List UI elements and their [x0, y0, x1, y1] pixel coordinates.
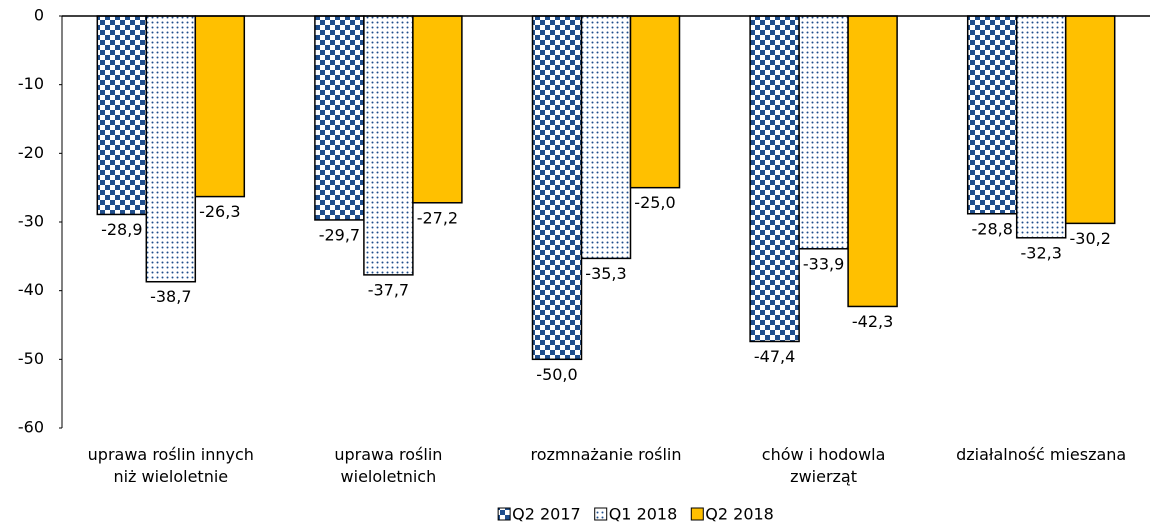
legend-swatch — [594, 507, 608, 521]
bar — [363, 15, 414, 276]
data-label: -37,7 — [368, 280, 409, 299]
legend-label: Q2 2017 — [512, 505, 581, 524]
x-tick-label: uprawa roślin wieloletnich — [334, 445, 443, 486]
bar — [194, 15, 246, 198]
y-tick-label: -30 — [18, 212, 44, 231]
data-label: -50,0 — [536, 365, 577, 384]
y-tick-label: -60 — [18, 418, 44, 437]
bar — [145, 15, 197, 283]
bar — [580, 15, 632, 260]
x-tick-label: działalność mieszana — [956, 445, 1127, 464]
data-label: -28,8 — [971, 219, 1012, 238]
x-tick-label: chów i hodowla zwierząt — [761, 445, 886, 486]
legend-swatch — [497, 507, 511, 521]
bar — [96, 15, 148, 216]
bar — [1064, 15, 1116, 225]
data-label: -42,3 — [852, 312, 893, 331]
data-label: -29,7 — [319, 225, 360, 244]
bar — [629, 15, 681, 189]
y-tick-label: 0 — [34, 6, 44, 25]
x-tick-label: rozmnażanie roślin — [530, 445, 682, 464]
y-tick-label: -20 — [18, 143, 44, 162]
legend-label: Q1 2018 — [609, 505, 678, 524]
data-label: -30,2 — [1069, 229, 1110, 248]
x-tick-label: uprawa roślin innych niż wieloletnie — [87, 445, 254, 486]
bar — [314, 15, 365, 221]
data-label: -27,2 — [417, 208, 458, 227]
bar — [966, 15, 1018, 215]
data-label: -28,9 — [101, 220, 142, 239]
data-label: -25,0 — [634, 193, 675, 212]
bar — [798, 15, 849, 250]
bar — [847, 15, 898, 308]
bar — [1015, 15, 1067, 239]
data-label: -35,3 — [585, 264, 626, 283]
y-tick-label: -10 — [18, 74, 44, 93]
legend-label: Q2 2018 — [705, 505, 774, 524]
bar — [749, 15, 800, 343]
data-label: -33,9 — [803, 254, 844, 273]
data-label: -26,3 — [199, 202, 240, 221]
y-tick-label: -40 — [18, 280, 44, 299]
data-label: -47,4 — [754, 347, 795, 366]
data-label: -32,3 — [1020, 243, 1061, 262]
data-label: -38,7 — [150, 287, 191, 306]
bar — [412, 15, 463, 204]
bar — [531, 15, 583, 361]
legend-swatch — [690, 507, 704, 521]
y-tick-label: -50 — [18, 349, 44, 368]
